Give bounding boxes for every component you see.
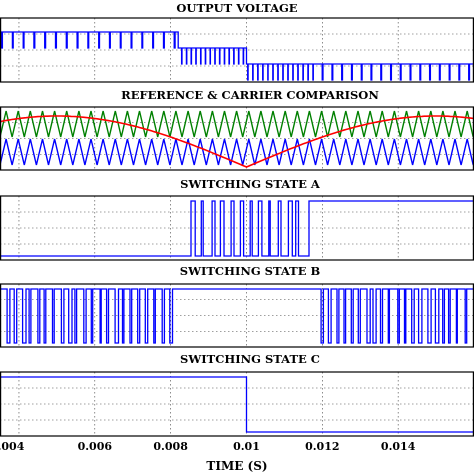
panel-1	[0, 17, 474, 83]
carrier-upper-trace	[0, 110, 474, 138]
panel-frame	[0, 371, 474, 437]
panel-frame	[0, 17, 474, 83]
panel-frame	[0, 283, 474, 348]
panel-title-switching-state-a: SWITCHING STATE A	[180, 177, 321, 191]
x-tick-label: 0.006	[78, 440, 113, 453]
panel-title-output-voltage: OUTPUT VOLTAGE	[176, 1, 297, 15]
x-tick-label: 0.014	[381, 440, 416, 453]
panel-5	[0, 371, 474, 437]
panel-title-reference-carrier: REFERENCE & CARRIER COMPARISON	[121, 88, 379, 102]
panel-frame	[0, 195, 474, 261]
panel-2	[0, 106, 474, 171]
x-tick-label: 0.008	[153, 440, 188, 453]
x-axis-label: TIME (S)	[206, 459, 267, 473]
x-tick-label: 0.01	[233, 440, 260, 453]
panels	[0, 17, 474, 437]
x-tick-label: 0.012	[305, 440, 339, 453]
x-tick-labels: .004 0.006 0.008 0.01 0.012 0.014	[0, 440, 416, 453]
output-voltage-trace	[0, 31, 474, 81]
panel-title-switching-state-c: SWITCHING STATE C	[180, 352, 320, 366]
panel-frame	[0, 106, 474, 171]
switching-state-c-trace	[0, 376, 474, 433]
panel-3	[0, 195, 474, 261]
panel-4	[0, 283, 474, 348]
x-tick-label: .004	[0, 440, 25, 453]
switching-state-a-trace	[0, 200, 474, 257]
reference-trace	[0, 115, 474, 168]
panel-title-switching-state-b: SWITCHING STATE B	[180, 264, 321, 278]
carrier-lower-trace	[0, 138, 474, 166]
switching-state-b-trace	[0, 288, 474, 344]
